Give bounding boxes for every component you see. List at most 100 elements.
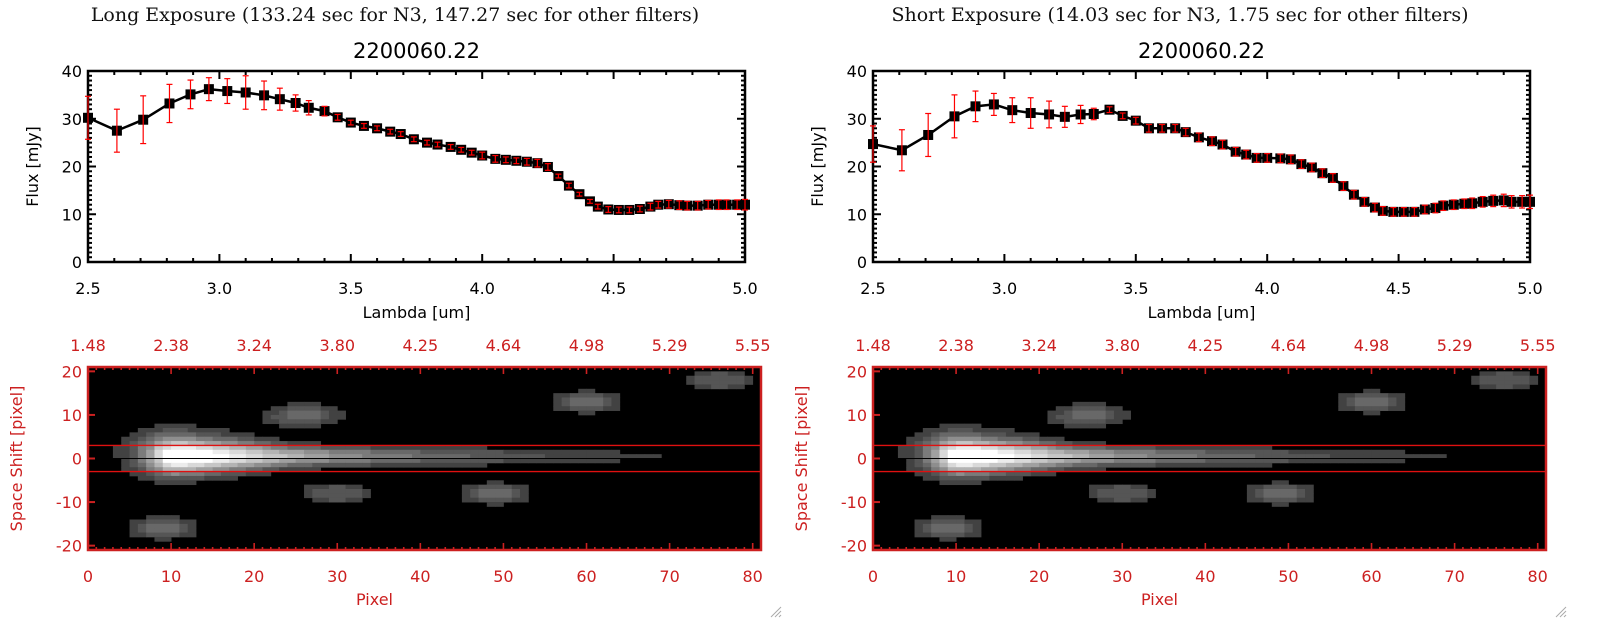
error-bar bbox=[276, 87, 283, 111]
image-pixel bbox=[137, 432, 147, 438]
image-pixel bbox=[312, 414, 322, 420]
image-pixel bbox=[121, 454, 130, 459]
image-pixel bbox=[337, 458, 346, 464]
image-pixel bbox=[495, 502, 504, 507]
image-pixel bbox=[1055, 441, 1065, 446]
error-bar bbox=[492, 154, 499, 163]
image-pixel bbox=[204, 467, 214, 472]
image-pixel bbox=[196, 454, 205, 459]
image-y-tick-label: 10 bbox=[847, 406, 867, 425]
image-pixel bbox=[1064, 445, 1073, 451]
image-pixel bbox=[328, 458, 338, 464]
image-pixel bbox=[320, 458, 330, 464]
image-pixel bbox=[1437, 454, 1447, 459]
image-pixel bbox=[947, 519, 957, 525]
image-pixel bbox=[1238, 462, 1248, 468]
error-bar bbox=[374, 125, 381, 132]
image-pixel bbox=[146, 441, 155, 446]
image-pixel bbox=[1371, 449, 1381, 455]
image-pixel bbox=[304, 414, 313, 420]
image-pixel bbox=[1346, 393, 1356, 398]
error-bar bbox=[1232, 146, 1239, 157]
image-pixel bbox=[212, 454, 222, 459]
image-pixel bbox=[1346, 449, 1356, 455]
image-pixel bbox=[262, 467, 272, 472]
image-pixel bbox=[981, 432, 990, 438]
image-pixel bbox=[1089, 419, 1098, 425]
resize-grip-icon[interactable] bbox=[1553, 604, 1567, 618]
image-pixel bbox=[320, 493, 330, 499]
image-pixel bbox=[196, 467, 205, 472]
image-pixel bbox=[478, 458, 488, 464]
image-pixel bbox=[1271, 497, 1281, 503]
image-pixel bbox=[1072, 458, 1082, 464]
image-pixel bbox=[1338, 406, 1347, 411]
image-pixel bbox=[1130, 454, 1140, 459]
image-x-axis-label: Pixel bbox=[1141, 590, 1178, 609]
image-pixel bbox=[495, 480, 504, 486]
error-bar bbox=[140, 95, 147, 145]
image-pixel bbox=[1255, 462, 1264, 468]
image-pixel bbox=[914, 528, 924, 533]
image-pixel bbox=[212, 475, 222, 481]
image-pixel bbox=[578, 401, 587, 407]
image-pixel bbox=[997, 436, 1007, 442]
image-pixel bbox=[461, 454, 471, 459]
image-pixel bbox=[478, 497, 488, 503]
image-pixel bbox=[897, 454, 907, 459]
image-pixel bbox=[1388, 401, 1397, 407]
image-pixel bbox=[1047, 467, 1057, 472]
image-pixel bbox=[328, 484, 338, 490]
image-pixel bbox=[939, 432, 949, 438]
image-pixel bbox=[320, 462, 330, 468]
image-pixel bbox=[387, 458, 396, 464]
image-pixel bbox=[320, 489, 330, 494]
image-pixel bbox=[1255, 489, 1264, 494]
image-pixel bbox=[162, 480, 172, 486]
image-pixel bbox=[594, 406, 604, 411]
image-pixel bbox=[187, 423, 197, 429]
spectrum-plot: 2.5 3.0 3.5 4.0 4.5 5.0 0 10 20 30 40 Lambda [um] Fl… bbox=[23, 62, 758, 322]
image-pixel bbox=[1130, 462, 1140, 468]
error-bar bbox=[870, 125, 876, 163]
image-pixel bbox=[337, 497, 346, 503]
image-pixel bbox=[989, 475, 999, 481]
error-bar bbox=[723, 199, 730, 211]
image-pixel bbox=[1296, 449, 1306, 455]
resize-grip-icon[interactable] bbox=[768, 604, 782, 618]
image-pixel bbox=[1512, 375, 1522, 381]
image-pixel bbox=[1064, 414, 1073, 420]
image-pixel bbox=[162, 462, 172, 468]
image-pixel bbox=[187, 445, 197, 451]
image-pixel bbox=[1014, 475, 1023, 481]
image-pixel bbox=[947, 523, 957, 529]
image-pixel bbox=[1105, 497, 1115, 503]
image-pixel bbox=[1163, 462, 1173, 468]
image-pixel bbox=[1039, 445, 1048, 451]
image-pixel bbox=[1089, 467, 1098, 472]
image-pixel bbox=[931, 441, 940, 446]
image-pixel bbox=[997, 449, 1007, 455]
image-pixel bbox=[997, 471, 1007, 477]
image-pixel bbox=[328, 406, 338, 411]
image-y-axis-label: Space Shift [pixel] bbox=[7, 386, 26, 532]
image-pixel bbox=[719, 375, 729, 381]
image-pixel bbox=[1379, 397, 1389, 403]
image-pixel bbox=[254, 458, 263, 464]
image-pixel bbox=[727, 375, 737, 381]
image-pixel bbox=[1487, 380, 1497, 385]
image-x-tick-label: 60 bbox=[1361, 567, 1381, 586]
error-bar bbox=[990, 92, 997, 117]
image-pixel bbox=[1205, 458, 1215, 464]
image-pixel bbox=[1396, 449, 1406, 455]
image-pixel bbox=[495, 449, 504, 455]
panel-title: Short Exposure (14.03 sec for N3, 1.75 s… bbox=[891, 4, 1469, 26]
image-pixel bbox=[146, 523, 155, 529]
image-pixel bbox=[428, 462, 438, 468]
image-pixel bbox=[179, 471, 189, 477]
error-bar bbox=[586, 198, 593, 204]
image-pixel bbox=[1296, 493, 1306, 499]
image-x-tick-label: 30 bbox=[327, 567, 347, 586]
image-pixel bbox=[611, 401, 621, 407]
error-bar bbox=[684, 200, 691, 211]
